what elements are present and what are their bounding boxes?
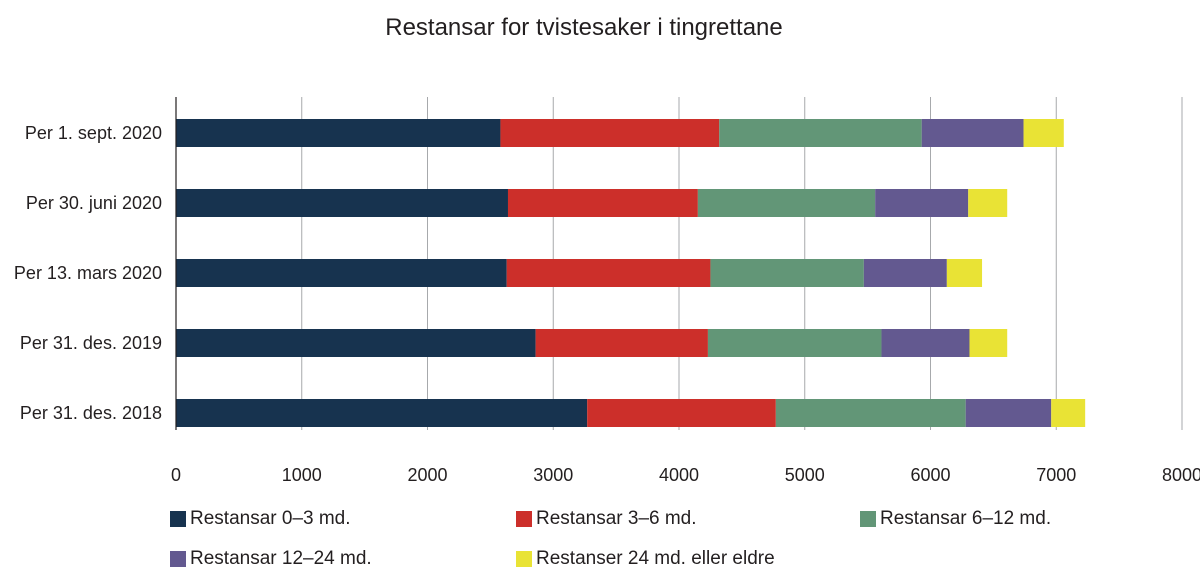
bar-segment bbox=[881, 329, 970, 357]
legend-item: Restansar 6–12 md. bbox=[860, 508, 1051, 530]
bar-segment bbox=[507, 189, 698, 217]
x-tick-label: 1000 bbox=[282, 465, 322, 485]
x-tick-label: 3000 bbox=[533, 465, 573, 485]
bar-segment bbox=[176, 119, 501, 147]
legend-label: Restansar 0–3 md. bbox=[190, 508, 351, 529]
bar-segment bbox=[707, 329, 882, 357]
chart-title: Restansar for tvistesaker i tingrettane bbox=[385, 14, 783, 41]
category-label: Per 1. sept. 2020 bbox=[25, 123, 162, 143]
bar-segment bbox=[506, 259, 711, 287]
bar-segment bbox=[535, 329, 708, 357]
legend-item: Restansar 12–24 md. bbox=[170, 548, 372, 570]
x-tick-label: 2000 bbox=[407, 465, 447, 485]
bar-segment bbox=[500, 119, 720, 147]
legend-item: Restansar 0–3 md. bbox=[170, 508, 351, 530]
bar-segment bbox=[968, 189, 1008, 217]
legend-swatch bbox=[170, 551, 186, 567]
legend-label: Restanser 24 md. eller eldre bbox=[536, 548, 775, 569]
legend-swatch bbox=[516, 511, 532, 527]
bar-segment bbox=[969, 329, 1008, 357]
bar-segment bbox=[946, 259, 983, 287]
legend-label: Restansar 6–12 md. bbox=[880, 508, 1052, 529]
category-label: Per 13. mars 2020 bbox=[14, 263, 162, 283]
bar-segment bbox=[697, 189, 876, 217]
bar-segment bbox=[176, 329, 536, 357]
bar-segment bbox=[176, 189, 508, 217]
legend-swatch bbox=[170, 511, 186, 527]
category-label: Per 30. juni 2020 bbox=[26, 193, 162, 213]
bar-segment bbox=[965, 399, 1052, 427]
category-label: Per 31. des. 2019 bbox=[20, 333, 162, 353]
bar-segment bbox=[1051, 399, 1086, 427]
bar-segment bbox=[710, 259, 864, 287]
x-tick-label: 6000 bbox=[910, 465, 950, 485]
legend-item: Restanser 24 md. eller eldre bbox=[516, 548, 775, 570]
x-tick-label: 8000 bbox=[1162, 465, 1200, 485]
bar-segment bbox=[587, 399, 776, 427]
x-tick-label: 0 bbox=[171, 465, 181, 485]
bar-segment bbox=[863, 259, 947, 287]
x-tick-label: 4000 bbox=[659, 465, 699, 485]
bar-segment bbox=[775, 399, 966, 427]
bar-segment bbox=[176, 259, 507, 287]
bar-segment bbox=[1023, 119, 1064, 147]
x-tick-label: 7000 bbox=[1036, 465, 1076, 485]
bars bbox=[176, 119, 1086, 427]
bar-segment bbox=[875, 189, 969, 217]
bar-segment bbox=[176, 399, 588, 427]
legend-swatch bbox=[860, 511, 876, 527]
x-tick-label: 5000 bbox=[785, 465, 825, 485]
axes: 0 1000 2000 3000 4000 5000 6000 7000 8000 Per 1. … bbox=[14, 97, 1200, 485]
category-label: Per 31. des. 2018 bbox=[20, 403, 162, 423]
legend-label: Restansar 12–24 md. bbox=[190, 548, 372, 569]
legend-item: Restansar 3–6 md. bbox=[516, 508, 697, 530]
bar-segment bbox=[719, 119, 922, 147]
bar-segment bbox=[921, 119, 1024, 147]
legend-swatch bbox=[516, 551, 532, 567]
legend-label: Restansar 3–6 md. bbox=[536, 508, 697, 529]
